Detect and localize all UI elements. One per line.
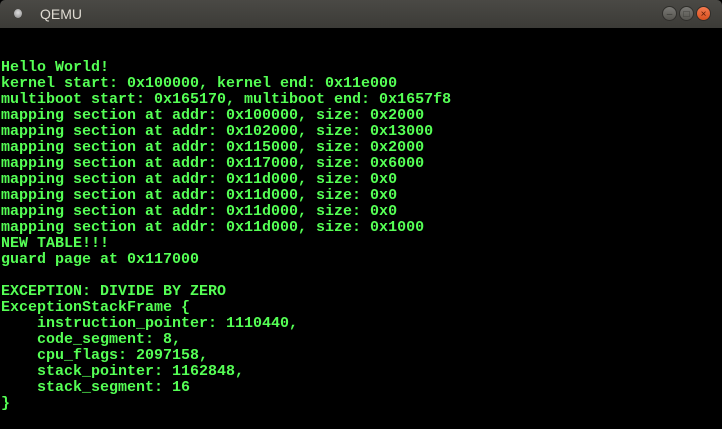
terminal-line: cpu_flags: 2097158, — [1, 347, 209, 364]
terminal-line: mapping section at addr: 0x11d000, size:… — [1, 203, 398, 220]
close-icon: × — [700, 9, 707, 20]
terminal-line: instruction_pointer: 1110440, — [1, 315, 299, 332]
terminal-line: mapping section at addr: 0x102000, size:… — [1, 123, 434, 140]
terminal-line: ExceptionStackFrame { — [1, 299, 191, 316]
terminal-line: Hello World! — [1, 59, 110, 76]
terminal-line: mapping section at addr: 0x11d000, size:… — [1, 187, 398, 204]
terminal-output: Hello World! kernel start: 0x100000, kern… — [1, 60, 451, 412]
terminal-line: NEW TABLE!!! — [1, 235, 110, 252]
terminal-line: EXCEPTION: DIVIDE BY ZERO — [1, 283, 227, 300]
terminal-line: mapping section at addr: 0x100000, size:… — [1, 107, 425, 124]
terminal-line: stack_pointer: 1162848, — [1, 363, 245, 380]
minimize-icon: – — [666, 9, 673, 20]
maximize-button[interactable]: □ — [679, 6, 694, 21]
window-title: QEMU — [40, 6, 82, 22]
terminal-line: stack_segment: 16 — [1, 379, 191, 396]
app-icon — [14, 9, 22, 18]
terminal-line: mapping section at addr: 0x117000, size:… — [1, 155, 425, 172]
close-button[interactable]: × — [696, 6, 711, 21]
terminal-line: mapping section at addr: 0x11d000, size:… — [1, 171, 398, 188]
terminal-line: code_segment: 8, — [1, 331, 182, 348]
terminal-line: mapping section at addr: 0x115000, size:… — [1, 139, 425, 156]
terminal-line: } — [1, 395, 11, 412]
maximize-icon: □ — [683, 9, 690, 20]
terminal-line: kernel start: 0x100000, kernel end: 0x11… — [1, 75, 398, 92]
terminal-line: mapping section at addr: 0x11d000, size:… — [1, 219, 425, 236]
minimize-button[interactable]: – — [662, 6, 677, 21]
title-bar[interactable]: QEMU – □ × — [0, 0, 722, 28]
terminal-line: multiboot start: 0x165170, multiboot end… — [1, 91, 452, 108]
vm-screen[interactable]: Hello World! kernel start: 0x100000, kern… — [1, 28, 721, 428]
terminal-line — [1, 268, 451, 284]
terminal-line: guard page at 0x117000 — [1, 251, 200, 268]
